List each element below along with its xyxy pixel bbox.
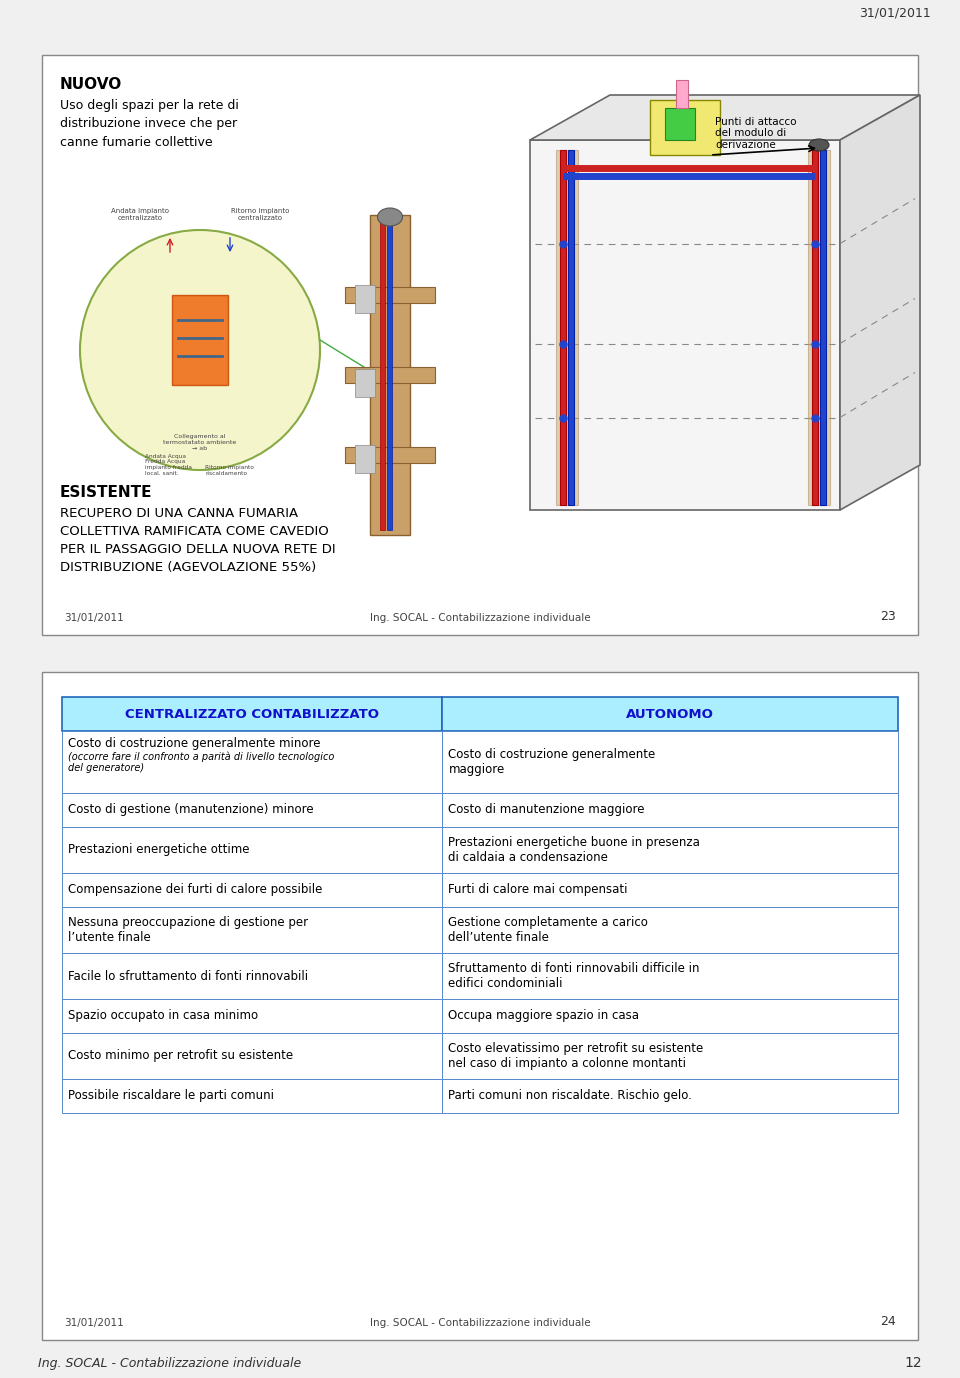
Bar: [62, 697, 443, 730]
Text: Possibile riscaldare le parti comuni: Possibile riscaldare le parti comuni: [68, 1090, 274, 1102]
Text: (occorre fare il confronto a parità di livello tecnologico
del generatore): (occorre fare il confronto a parità di l…: [68, 751, 334, 773]
Text: Furti di calore mai compensati: Furti di calore mai compensati: [448, 883, 628, 897]
Text: Parti comuni non riscaldate. Rischio gelo.: Parti comuni non riscaldate. Rischio gel…: [448, 1090, 692, 1102]
Text: Compensazione dei furti di calore possibile: Compensazione dei furti di calore possib…: [68, 883, 323, 897]
Text: Sfruttamento di fonti rinnovabili difficile in
edifici condominiali: Sfruttamento di fonti rinnovabili diffic…: [448, 962, 700, 989]
Bar: [665, 107, 695, 141]
Bar: [443, 792, 898, 827]
Text: RECUPERO DI UNA CANNA FUMARIA
COLLETTIVA RAMIFICATA COME CAVEDIO
PER IL PASSAGGI: RECUPERO DI UNA CANNA FUMARIA COLLETTIVA…: [60, 507, 336, 575]
Bar: [62, 827, 443, 874]
Text: Costo di costruzione generalmente
maggiore: Costo di costruzione generalmente maggio…: [448, 748, 656, 776]
Bar: [568, 150, 574, 504]
Text: ESISTENTE: ESISTENTE: [60, 485, 153, 500]
Bar: [808, 150, 830, 504]
Text: Ing. SOCAL - Contabilizzazione individuale: Ing. SOCAL - Contabilizzazione individua…: [370, 1317, 590, 1328]
Text: CENTRALIZZATO CONTABILIZZATO: CENTRALIZZATO CONTABILIZZATO: [125, 707, 379, 721]
Bar: [62, 730, 443, 792]
Bar: [62, 1079, 443, 1113]
Text: Costo di manutenzione maggiore: Costo di manutenzione maggiore: [448, 803, 645, 817]
Bar: [443, 954, 898, 999]
Text: AUTONOMO: AUTONOMO: [626, 707, 714, 721]
Text: NUOVO: NUOVO: [60, 77, 122, 92]
Bar: [62, 954, 443, 999]
Text: Andata impianto
centralizzato: Andata impianto centralizzato: [111, 208, 169, 220]
Bar: [650, 101, 720, 154]
Bar: [42, 55, 918, 635]
Text: Facile lo sfruttamento di fonti rinnovabili: Facile lo sfruttamento di fonti rinnovab…: [68, 970, 308, 983]
Bar: [355, 368, 375, 397]
Bar: [62, 792, 443, 827]
Bar: [345, 287, 435, 303]
Bar: [62, 1034, 443, 1079]
Text: Occupa maggiore spazio in casa: Occupa maggiore spazio in casa: [448, 1010, 639, 1022]
Text: Ritorno impianto
centralizzato: Ritorno impianto centralizzato: [230, 208, 289, 220]
Bar: [172, 295, 228, 384]
Text: Andata Acqua
Fredda Acqua
impianto fredda
local. sanit.: Andata Acqua Fredda Acqua impianto fredd…: [145, 453, 192, 475]
Bar: [443, 1079, 898, 1113]
Text: 31/01/2011: 31/01/2011: [859, 7, 931, 19]
Text: 23: 23: [880, 610, 896, 623]
Text: Prestazioni energetiche buone in presenza
di caldaia a condensazione: Prestazioni energetiche buone in presenz…: [448, 836, 700, 864]
Text: 31/01/2011: 31/01/2011: [64, 613, 124, 623]
Bar: [812, 150, 818, 504]
Bar: [443, 907, 898, 954]
Text: Ing. SOCAL - Contabilizzazione individuale: Ing. SOCAL - Contabilizzazione individua…: [38, 1357, 301, 1370]
Polygon shape: [530, 95, 920, 141]
Bar: [676, 80, 688, 107]
Bar: [387, 220, 392, 531]
Bar: [443, 874, 898, 907]
Bar: [560, 150, 566, 504]
Text: Uso degli spazi per la rete di
distribuzione invece che per
canne fumarie collet: Uso degli spazi per la rete di distribuz…: [60, 99, 239, 149]
Bar: [443, 730, 898, 792]
Text: Prestazioni energetiche ottime: Prestazioni energetiche ottime: [68, 843, 250, 857]
Text: Ritorno impianto
riscaldamento: Ritorno impianto riscaldamento: [205, 466, 253, 475]
Text: Punti di attacco
del modulo di
derivazione: Punti di attacco del modulo di derivazio…: [715, 117, 797, 150]
Polygon shape: [840, 95, 920, 510]
Text: Gestione completamente a carico
dell’utente finale: Gestione completamente a carico dell’ute…: [448, 916, 648, 944]
Text: 24: 24: [880, 1315, 896, 1328]
Bar: [62, 907, 443, 954]
Bar: [556, 150, 578, 504]
Text: Costo di costruzione generalmente minore: Costo di costruzione generalmente minore: [68, 737, 321, 750]
Text: Nessuna preoccupazione di gestione per
l’utente finale: Nessuna preoccupazione di gestione per l…: [68, 916, 308, 944]
Text: 12: 12: [904, 1356, 922, 1370]
Bar: [530, 141, 840, 510]
Ellipse shape: [80, 230, 320, 470]
Bar: [345, 446, 435, 463]
Bar: [355, 445, 375, 474]
Bar: [443, 999, 898, 1034]
Bar: [443, 1034, 898, 1079]
Bar: [443, 827, 898, 874]
Bar: [443, 697, 898, 730]
Text: Collegamento al
termostatato ambiente
→ ab: Collegamento al termostatato ambiente → …: [163, 434, 236, 451]
Bar: [820, 150, 826, 504]
Text: Costo elevatissimo per retrofit su esistente
nel caso di impianto a colonne mont: Costo elevatissimo per retrofit su esist…: [448, 1042, 704, 1069]
Text: 31/01/2011: 31/01/2011: [64, 1317, 124, 1328]
Text: Costo minimo per retrofit su esistente: Costo minimo per retrofit su esistente: [68, 1050, 293, 1062]
Bar: [62, 999, 443, 1034]
Bar: [345, 367, 435, 383]
Text: Costo di gestione (manutenzione) minore: Costo di gestione (manutenzione) minore: [68, 803, 314, 817]
Text: Spazio occupato in casa minimo: Spazio occupato in casa minimo: [68, 1010, 258, 1022]
Text: Ing. SOCAL - Contabilizzazione individuale: Ing. SOCAL - Contabilizzazione individua…: [370, 613, 590, 623]
Bar: [380, 220, 385, 531]
Ellipse shape: [377, 208, 402, 226]
Bar: [62, 874, 443, 907]
Bar: [42, 672, 918, 1339]
Bar: [355, 285, 375, 313]
Bar: [370, 215, 410, 535]
Ellipse shape: [809, 139, 829, 152]
